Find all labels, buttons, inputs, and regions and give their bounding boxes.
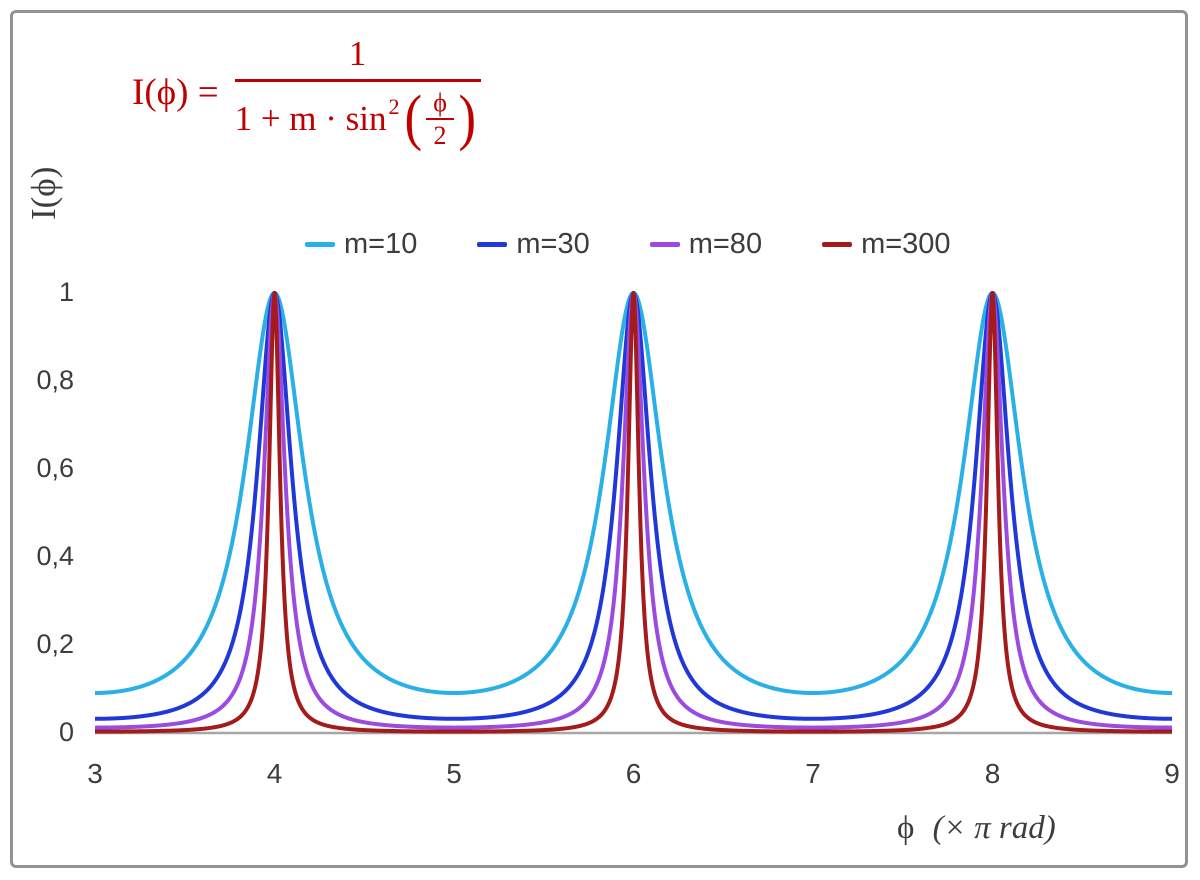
- formula-annotation: I(ϕ) = 1 1 + m · sin 2 ( ϕ 2 ): [132, 34, 481, 150]
- formula-inner-denominator: 2: [433, 121, 447, 151]
- x-axis-title-unit: (× π rad): [932, 810, 1056, 846]
- formula-paren-open: (: [404, 84, 422, 153]
- formula-denominator-text: 1 + m · sin: [234, 99, 387, 139]
- formula-lhs: I(ϕ) =: [132, 71, 219, 113]
- legend-marker: [305, 241, 335, 247]
- y-axis-title: I(ϕ): [24, 166, 63, 220]
- formula-paren-close: ): [458, 84, 476, 153]
- legend-marker: [649, 241, 680, 247]
- legend-item-m=300: m=300: [822, 227, 951, 261]
- legend: m=10 m=30 m=80 m=300: [305, 226, 951, 262]
- formula-inner-fraction: ϕ 2: [426, 88, 454, 150]
- formula-denominator: 1 + m · sin 2 ( ϕ 2 ): [235, 82, 481, 150]
- formula-inner-numerator: ϕ: [426, 88, 454, 121]
- legend-item-m=30: m=30: [477, 227, 590, 261]
- legend-label: m=10: [344, 227, 418, 260]
- curve-m=30: [95, 291, 1172, 721]
- legend-label: m=300: [861, 227, 951, 260]
- legend-marker: [477, 241, 508, 247]
- x-axis-title: ϕ (× π rad): [897, 810, 1056, 847]
- legend-item-m=10: m=10: [305, 228, 417, 261]
- formula-numerator: 1: [234, 34, 481, 82]
- plot-svg: [95, 291, 1172, 735]
- legend-marker: [822, 241, 853, 247]
- curve-m=300: [95, 291, 1172, 734]
- legend-item-m=80: m=80: [649, 227, 763, 261]
- formula-exponent: 2: [388, 94, 400, 120]
- formula-fraction: 1 1 + m · sin 2 ( ϕ 2 ): [234, 34, 481, 150]
- chart-border-frame: [10, 10, 1188, 868]
- curve-m=80: [95, 291, 1172, 730]
- legend-label: m=80: [688, 227, 763, 260]
- x-axis-title-symbol: ϕ: [897, 810, 915, 846]
- legend-label: m=30: [516, 227, 590, 260]
